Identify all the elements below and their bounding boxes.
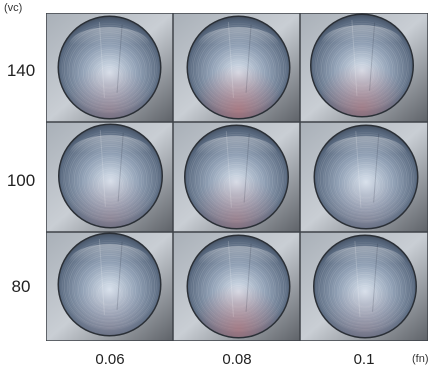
y-axis-unit: (vc) <box>4 2 23 14</box>
photo-grid <box>46 13 428 341</box>
bore-photo-80-006 <box>46 232 173 341</box>
row-label-140: 140 <box>6 61 36 80</box>
row-label-80: 80 <box>11 277 31 296</box>
bore-photo-80-008 <box>173 232 300 341</box>
bore-photo-140-01 <box>300 13 428 122</box>
bore-photo-100-006 <box>46 122 173 232</box>
col-label-01: 0.1 <box>353 351 375 368</box>
bore-photo-140-006 <box>46 13 173 122</box>
row-label-100: 100 <box>6 171 36 190</box>
col-label-008: 0.08 <box>222 351 252 368</box>
bore-photo-140-008 <box>173 13 300 122</box>
bore-photo-80-01 <box>300 232 428 341</box>
x-axis-unit: (fn) <box>412 353 429 365</box>
col-label-006: 0.06 <box>95 351 125 368</box>
bore-photo-100-008 <box>173 122 300 232</box>
bore-photo-100-01 <box>300 122 428 232</box>
